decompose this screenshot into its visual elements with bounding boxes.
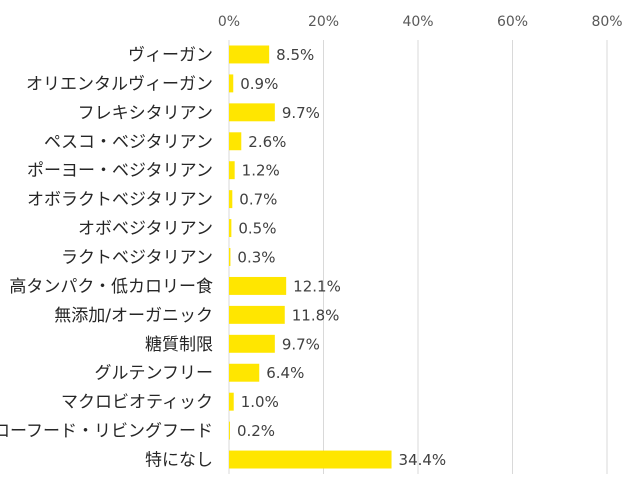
x-axis-ticks: 0% 20% 40% 60% 80%: [218, 14, 623, 30]
value-label-5: 0.7%: [239, 191, 277, 209]
value-label-8: 12.1%: [293, 277, 341, 295]
category-label-5: オボラクトベジタリアン: [27, 190, 213, 210]
x-tick-label-0: 0%: [218, 14, 240, 30]
bar-12: [229, 392, 234, 411]
bar-6: [229, 219, 232, 238]
category-label-12: マクロビオティック: [61, 393, 213, 413]
value-label-9: 11.8%: [292, 306, 340, 324]
x-tick-label-40: 40%: [402, 14, 433, 30]
category-labels: ヴィーガンオリエンタルヴィーガンフレキシタリアンペスコ・ベジタリアンポーヨー・ベ…: [0, 45, 213, 470]
value-label-1: 0.9%: [240, 75, 278, 93]
value-label-6: 0.5%: [238, 220, 276, 238]
bar-1: [229, 74, 234, 93]
x-tick-label-60: 60%: [497, 14, 528, 30]
category-label-0: ヴィーガン: [128, 45, 213, 65]
value-label-4: 1.2%: [242, 162, 280, 180]
value-label-11: 6.4%: [266, 364, 304, 382]
bar-5: [229, 190, 233, 209]
category-label-3: ペスコ・ベジタリアン: [44, 132, 213, 152]
value-label-0: 8.5%: [276, 46, 314, 64]
value-label-12: 1.0%: [241, 393, 279, 411]
bar-8: [229, 276, 287, 295]
category-label-13: ローフード・リビングフード: [0, 422, 213, 442]
bar-2: [229, 103, 275, 122]
bars: [229, 45, 392, 469]
value-label-3: 2.6%: [248, 133, 286, 151]
value-label-14: 34.4%: [399, 451, 447, 469]
bar-9: [229, 305, 285, 324]
bar-7: [229, 248, 231, 266]
bar-4: [229, 161, 235, 180]
value-label-10: 9.7%: [282, 335, 320, 353]
x-tick-label-20: 20%: [308, 14, 339, 30]
x-tick-label-80: 80%: [591, 14, 622, 30]
category-label-14: 特になし: [145, 451, 213, 471]
bar-11: [229, 363, 260, 382]
bar-10: [229, 334, 275, 353]
category-label-9: 無添加/オーガニック: [54, 306, 213, 326]
bar-13: [229, 421, 230, 440]
value-labels: 8.5%0.9%9.7%2.6%1.2%0.7%0.5%0.3%12.1%11.…: [237, 46, 446, 469]
category-label-7: ラクトベジタリアン: [61, 248, 213, 268]
category-label-2: フレキシタリアン: [78, 103, 213, 123]
category-label-8: 高タンパク・低カロリー食: [9, 277, 213, 297]
category-label-4: ポーヨー・ベジタリアン: [27, 161, 213, 181]
bar-14: [229, 450, 392, 469]
category-label-6: オボベジタリアン: [78, 219, 213, 239]
category-label-1: オリエンタルヴィーガン: [26, 74, 213, 94]
value-label-7: 0.3%: [237, 249, 275, 267]
value-label-13: 0.2%: [237, 422, 275, 440]
category-label-11: グルテンフリー: [95, 364, 214, 384]
category-label-10: 糖質制限: [145, 335, 213, 355]
bar-3: [229, 132, 242, 151]
bar-0: [229, 45, 270, 64]
value-label-2: 9.7%: [282, 104, 320, 122]
